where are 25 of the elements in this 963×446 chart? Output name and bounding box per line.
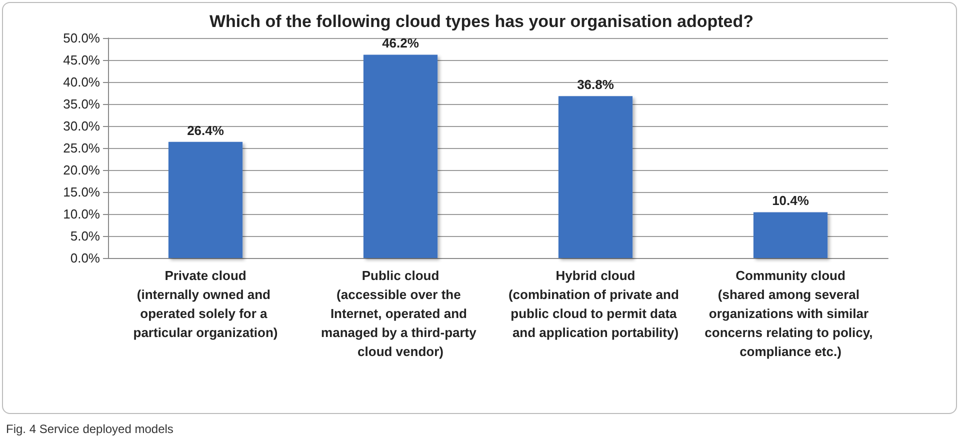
y-tick-label: 30.0% (63, 118, 100, 134)
y-tick-label: 40.0% (63, 74, 100, 90)
chart-title: Which of the following cloud types has your organisation adopted? (209, 12, 754, 31)
y-tick-label: 0.0% (70, 250, 100, 266)
bar (558, 96, 633, 258)
y-tick-label: 15.0% (63, 184, 100, 200)
data-label: 26.4% (187, 122, 224, 138)
y-tick-label: 25.0% (63, 140, 100, 156)
y-tick-label: 5.0% (70, 228, 100, 244)
data-label: 46.2% (382, 36, 420, 51)
x-tick-label: Community cloud (shared among several organizations with similar concerns relating to policy, compliance etc.) (704, 268, 876, 359)
caption: Fig. 4 Service deployed models (6, 422, 174, 436)
y-tick-label: 10.0% (63, 206, 100, 222)
bar (168, 142, 243, 258)
bar (753, 212, 828, 258)
y-tick-label: 50.0% (63, 30, 100, 46)
data-label: 36.8% (577, 77, 614, 92)
x-tick-label: Public cloud (accessible over the Internet, operated and managed by a third-party cloud vendor) (321, 268, 480, 359)
y-tick-label: 35.0% (63, 96, 100, 112)
bar (363, 54, 438, 258)
x-tick-label: Hybrid cloud (combination of private and public cloud to permit data and application portability) (508, 268, 683, 340)
data-label: 10.4% (772, 193, 810, 208)
y-tick-label: 45.0% (63, 52, 100, 68)
y-tick-label: 20.0% (63, 162, 100, 178)
x-tick-label: Private cloud (internally owned and operated solely for a particular organization) (133, 268, 278, 340)
